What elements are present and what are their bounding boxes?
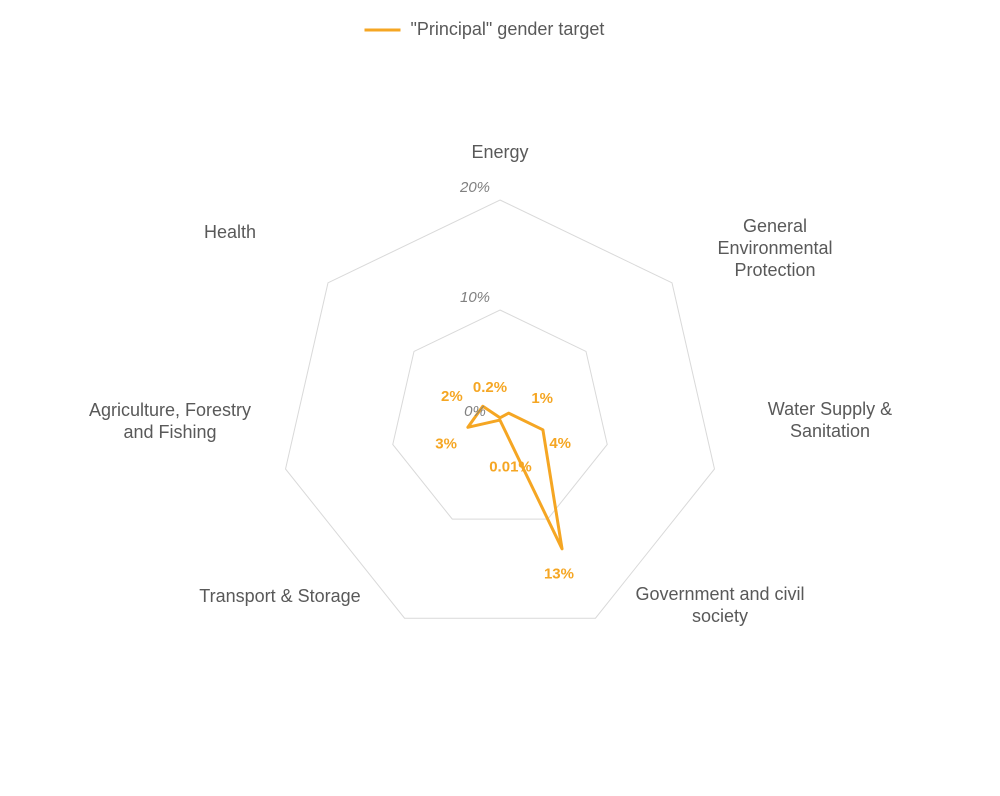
radial-tick-label: 20% — [459, 179, 490, 196]
data-point-label: 13% — [544, 566, 574, 583]
data-point-label: 0.2% — [473, 379, 507, 396]
data-point-label: 1% — [531, 390, 553, 407]
chart-legend: "Principal" gender target — [365, 19, 605, 39]
axis-category-label: Water Supply &Sanitation — [768, 399, 892, 441]
grid-ring — [393, 310, 607, 519]
axis-category-label: GeneralEnvironmentalProtection — [717, 216, 832, 280]
data-point-label: 2% — [441, 388, 463, 405]
grid-ring — [286, 200, 715, 618]
radial-tick-label: 0% — [464, 403, 486, 420]
axis-category-label: Health — [204, 222, 256, 242]
legend-series-label: "Principal" gender target — [411, 19, 605, 39]
axis-category-label: Government and civilsociety — [635, 584, 804, 626]
data-point-label: 4% — [549, 435, 571, 452]
radar-chart: 0% 10% 20% 0.2% 1% 4% 13% 0.01% 3% 2% Energy Gene… — [0, 0, 1000, 796]
axis-category-label: Energy — [471, 142, 528, 162]
radial-tick-label: 10% — [460, 289, 490, 306]
series-line — [468, 406, 562, 549]
data-point-label: 0.01% — [489, 458, 532, 475]
data-point-label: 3% — [435, 436, 457, 453]
axis-category-label: Agriculture, Forestryand Fishing — [89, 400, 251, 442]
axis-category-label: Transport & Storage — [199, 586, 360, 606]
